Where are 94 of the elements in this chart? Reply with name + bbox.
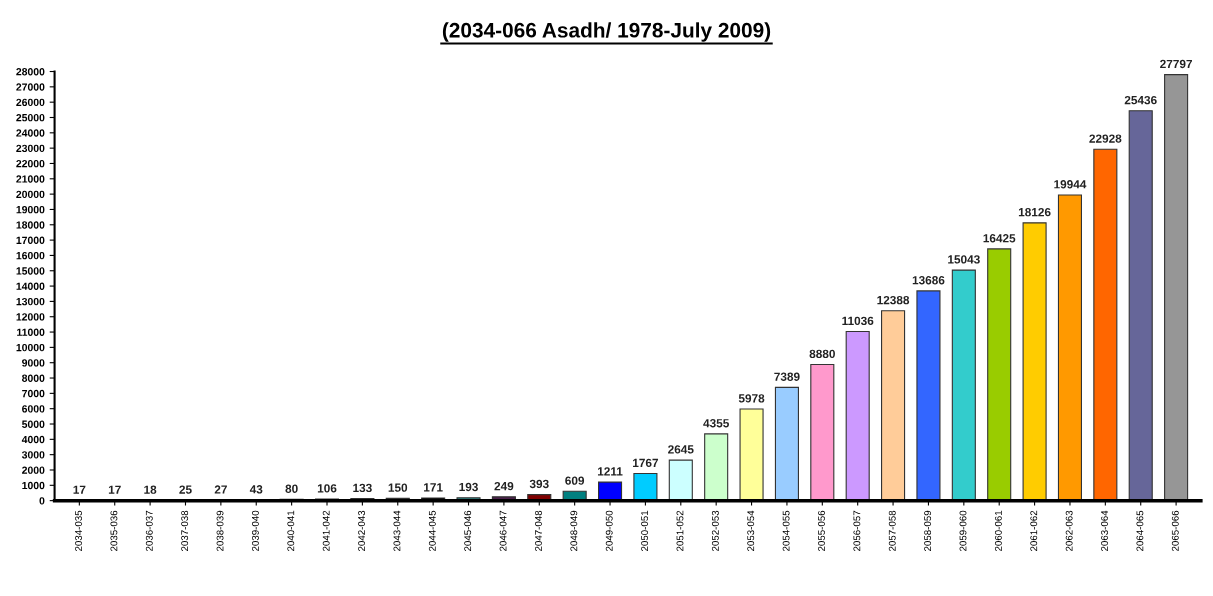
data-label: 11036 bbox=[842, 316, 874, 326]
data-label: 27 bbox=[214, 485, 227, 494]
x-tick-label: 2037-038 bbox=[181, 510, 189, 551]
x-tick-label: 2038-039 bbox=[216, 510, 224, 551]
x-tick-label: 2039-040 bbox=[251, 510, 259, 551]
y-tick-label: 6000 bbox=[22, 405, 45, 413]
data-label: 17 bbox=[73, 485, 86, 494]
data-label: 171 bbox=[424, 483, 443, 492]
data-label: 27797 bbox=[1160, 59, 1192, 69]
data-label: 25 bbox=[179, 485, 192, 494]
y-tick-label: 1000 bbox=[22, 481, 45, 490]
data-label: 22928 bbox=[1089, 134, 1122, 143]
chart-title: (2034-066 Asadh/ 1978-July 2009) bbox=[442, 22, 771, 42]
y-tick-label: 25000 bbox=[16, 114, 45, 122]
x-tick-label: 2046-047 bbox=[499, 510, 507, 551]
y-tick-label: 21000 bbox=[16, 175, 45, 183]
data-label: 19944 bbox=[1054, 180, 1087, 189]
x-tick-label: 2049-050 bbox=[605, 510, 613, 551]
data-label: 193 bbox=[459, 482, 478, 492]
x-tick-label: 2042-043 bbox=[358, 510, 365, 551]
data-label: 12388 bbox=[877, 295, 910, 305]
x-tick-label: 2059-060 bbox=[959, 510, 967, 551]
x-tick-label: 2054-055 bbox=[782, 510, 790, 551]
x-tick-label: 2048-049 bbox=[570, 510, 578, 551]
y-tick-label: 5000 bbox=[22, 420, 45, 428]
x-tick-label: 2065-066 bbox=[1171, 510, 1179, 551]
data-label: 133 bbox=[353, 483, 372, 493]
y-tick-label: 15000 bbox=[16, 267, 45, 275]
y-tick-label: 20000 bbox=[16, 190, 45, 198]
x-tick-label: 2050-051 bbox=[641, 510, 649, 551]
x-tick-label: 2060-061 bbox=[994, 510, 1002, 551]
data-label: 5978 bbox=[738, 394, 765, 403]
data-label: 2645 bbox=[668, 445, 694, 454]
x-tick-label: 2044-045 bbox=[428, 510, 436, 551]
x-tick-label: 2036-037 bbox=[145, 510, 153, 551]
y-tick-label: 7000 bbox=[22, 389, 45, 398]
y-tick-label: 16000 bbox=[16, 251, 45, 260]
y-tick-label: 14000 bbox=[16, 282, 45, 290]
data-label: 7389 bbox=[774, 372, 800, 381]
x-tick-label: 2058-059 bbox=[924, 510, 932, 551]
data-label: 13686 bbox=[912, 276, 945, 285]
y-tick-label: 18000 bbox=[16, 221, 45, 229]
data-label: 18126 bbox=[1018, 207, 1051, 217]
y-tick-label: 10000 bbox=[16, 343, 45, 352]
x-tick-label: 2062-063 bbox=[1065, 510, 1073, 551]
data-label: 1211 bbox=[597, 467, 623, 476]
data-label: 80 bbox=[285, 484, 298, 493]
data-label: 150 bbox=[388, 483, 408, 492]
y-tick-label: 11000 bbox=[17, 328, 45, 336]
x-tick-label: 2064-065 bbox=[1136, 510, 1144, 551]
data-label: 25436 bbox=[1124, 95, 1157, 105]
x-tick-label: 2056-057 bbox=[853, 510, 861, 551]
data-label: 43 bbox=[249, 485, 263, 494]
y-tick-label: 24000 bbox=[16, 129, 45, 137]
data-label: 17 bbox=[108, 485, 121, 494]
y-tick-label: 26000 bbox=[16, 98, 45, 107]
data-label: 249 bbox=[494, 481, 514, 491]
x-tick-label: 2040-041 bbox=[287, 510, 295, 551]
y-tick-label: 9000 bbox=[22, 359, 45, 367]
x-tick-label: 2045-046 bbox=[464, 510, 472, 551]
y-tick-label: 27000 bbox=[16, 83, 45, 91]
data-label: 393 bbox=[529, 479, 549, 489]
x-tick-label: 2051-052 bbox=[676, 510, 684, 551]
y-tick-label: 17000 bbox=[16, 236, 45, 244]
x-tick-label: 2057-058 bbox=[888, 510, 896, 551]
data-label: 4355 bbox=[703, 419, 729, 428]
data-label: 8880 bbox=[809, 349, 835, 359]
y-tick-label: 2000 bbox=[22, 466, 45, 474]
x-tick-label: 2052-053 bbox=[711, 510, 719, 551]
y-tick-label: 23000 bbox=[16, 144, 45, 153]
y-tick-label: 0 bbox=[39, 497, 45, 505]
y-tick-label: 3000 bbox=[21, 451, 45, 459]
x-tick-label: 2053-054 bbox=[747, 510, 755, 551]
data-label: 1767 bbox=[633, 458, 659, 468]
y-tick-label: 22000 bbox=[16, 159, 45, 168]
x-tick-label: 2034-035 bbox=[75, 510, 82, 551]
x-tick-label: 2041-042 bbox=[322, 510, 330, 551]
data-label: 609 bbox=[565, 476, 585, 485]
y-tick-label: 12000 bbox=[16, 313, 45, 321]
x-tick-label: 2043-044 bbox=[393, 510, 401, 551]
x-tick-label: 2063-064 bbox=[1101, 510, 1108, 551]
x-tick-label: 2055-056 bbox=[818, 510, 825, 551]
x-tick-label: 2061-062 bbox=[1030, 510, 1038, 551]
data-label: 106 bbox=[317, 484, 337, 493]
y-tick-label: 13000 bbox=[16, 297, 45, 306]
x-tick-label: 2047-048 bbox=[535, 510, 542, 551]
y-tick-label: 19000 bbox=[16, 205, 45, 214]
data-label: 18 bbox=[144, 485, 157, 494]
data-label: 16425 bbox=[983, 234, 1016, 243]
y-tick-label: 8000 bbox=[22, 374, 45, 382]
data-label: 15043 bbox=[948, 255, 980, 264]
x-tick-label: 2035-036 bbox=[110, 510, 118, 551]
y-tick-label: 28000 bbox=[16, 68, 45, 76]
y-tick-label: 4000 bbox=[21, 435, 45, 444]
